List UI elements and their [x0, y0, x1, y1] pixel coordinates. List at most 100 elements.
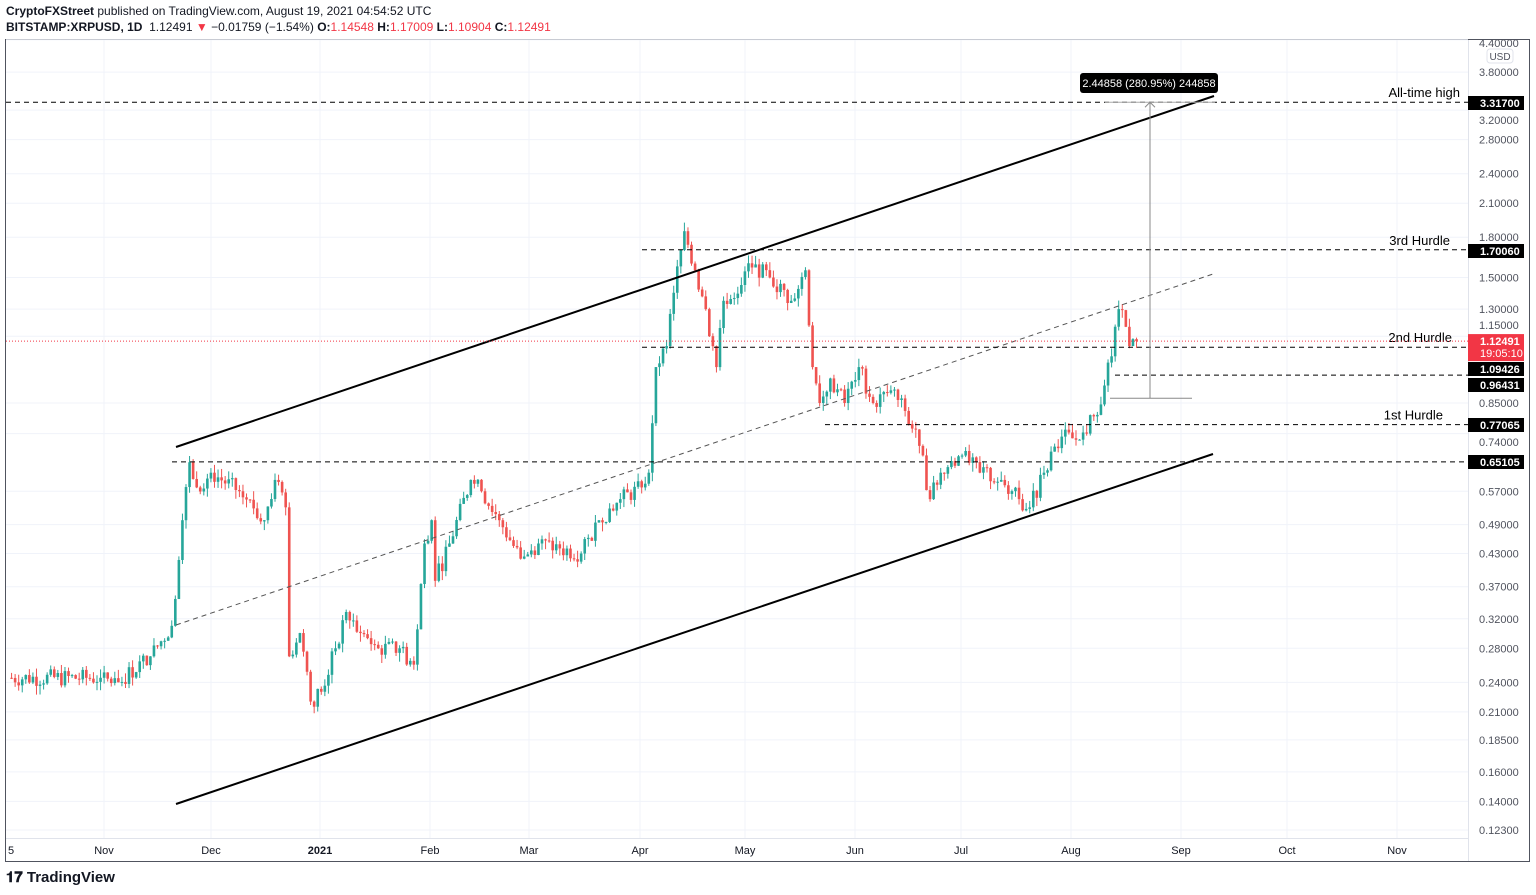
candle-down — [223, 480, 227, 484]
candle-down — [284, 492, 287, 508]
candle-down — [807, 270, 811, 326]
candle-up — [113, 678, 117, 684]
candle-down — [195, 478, 198, 488]
y-tick-label: 0.37000 — [1479, 582, 1519, 594]
svg-text:USD: USD — [1489, 52, 1510, 63]
candle-up — [387, 641, 391, 644]
candle-down — [551, 540, 554, 551]
level-price-tag-text: 0.65105 — [1480, 457, 1520, 469]
candle-down — [811, 325, 814, 368]
candle-up — [465, 495, 469, 498]
candle-up — [337, 643, 341, 649]
candle-up — [166, 637, 170, 641]
close-label: C: — [494, 20, 508, 34]
y-tick-label: 1.30000 — [1479, 304, 1519, 316]
candle-up — [334, 648, 337, 652]
candle-down — [241, 491, 245, 498]
channel-lower-line — [175, 453, 1214, 805]
candle-down — [309, 671, 312, 702]
candle-up — [273, 479, 277, 500]
candle-up — [857, 367, 861, 381]
candle-down — [515, 545, 519, 548]
candle-down — [88, 677, 92, 679]
level-price-tag — [1468, 418, 1524, 432]
candle-down — [480, 479, 483, 492]
candle-up — [604, 521, 608, 523]
candle-up — [615, 502, 619, 511]
candle-up — [391, 641, 394, 643]
level-price-tag-text: 1.70060 — [1480, 246, 1520, 258]
candle-up — [341, 620, 344, 644]
candle-down — [106, 672, 109, 679]
candle-up — [672, 292, 676, 314]
candle-up — [608, 508, 611, 522]
candle-up — [654, 367, 658, 424]
candle-up — [651, 423, 654, 473]
candle-up — [964, 450, 967, 456]
y-tick-label: 3.20000 — [1479, 115, 1519, 127]
candle-up — [1064, 429, 1067, 437]
author[interactable]: CryptoFXStreet — [6, 4, 95, 18]
candle-up — [853, 380, 857, 382]
measure-label-box — [1080, 73, 1218, 93]
candle-up — [444, 546, 448, 572]
candle-down — [92, 678, 95, 683]
channel-mid-line — [175, 273, 1214, 626]
candle-down — [896, 389, 900, 401]
level-label: 2nd Hurdle — [1388, 330, 1452, 345]
candle-up — [38, 684, 42, 686]
tradingview-logo[interactable]: 𝟏𝟕 TradingView — [6, 869, 115, 886]
tv-logo-icon: 𝟏𝟕 — [6, 869, 23, 886]
candle-up — [344, 611, 348, 621]
candle-down — [238, 489, 241, 492]
brand-name: TradingView — [26, 869, 115, 886]
candle-up — [668, 313, 672, 347]
level-price-tag-text: 3.31700 — [1480, 98, 1520, 110]
candle-down — [366, 634, 369, 639]
y-tick-label: 2.80000 — [1479, 135, 1519, 147]
candle-down — [992, 481, 996, 483]
candle-up — [957, 456, 960, 466]
candle-up — [722, 300, 725, 329]
candle-down — [861, 367, 864, 369]
candle-up — [761, 264, 765, 278]
candle-up — [102, 672, 106, 678]
candle-up — [291, 654, 295, 657]
level-price-tag — [1468, 455, 1524, 469]
y-tick-label: 1.15000 — [1479, 320, 1519, 332]
candle-down — [28, 675, 31, 683]
level-price-tag — [1468, 244, 1524, 258]
candle-up — [622, 489, 626, 500]
candle-up — [836, 389, 839, 393]
candle-up — [732, 298, 736, 300]
candle-down — [725, 300, 729, 304]
candle-down — [921, 445, 925, 456]
candle-down — [715, 346, 718, 368]
candle-down — [601, 520, 604, 523]
candle-down — [697, 270, 700, 290]
candle-up — [209, 472, 213, 479]
candle-up — [20, 679, 24, 686]
candle-up — [982, 467, 985, 473]
candle-down — [989, 467, 992, 482]
y-tick-label: 1.50000 — [1479, 273, 1519, 285]
candle-up — [683, 231, 686, 251]
candle-down — [903, 398, 907, 411]
candle-up — [939, 472, 943, 485]
candle-up — [1113, 326, 1117, 357]
candle-down — [768, 270, 772, 278]
candle-up — [889, 390, 893, 393]
y-tick-label: 0.18500 — [1479, 735, 1519, 747]
symbol[interactable]: BITSTAMP:XRPUSD, 1D — [6, 20, 143, 34]
candle-up — [401, 646, 405, 649]
candle-up — [24, 675, 28, 680]
candle-down — [13, 677, 17, 683]
candle-down — [305, 651, 309, 672]
candle-down — [985, 467, 989, 469]
candle-down — [124, 681, 127, 684]
candle-up — [270, 499, 273, 507]
y-tick-label: 2.10000 — [1479, 198, 1519, 210]
candle-up — [458, 503, 462, 521]
chart-border — [5, 39, 1530, 862]
